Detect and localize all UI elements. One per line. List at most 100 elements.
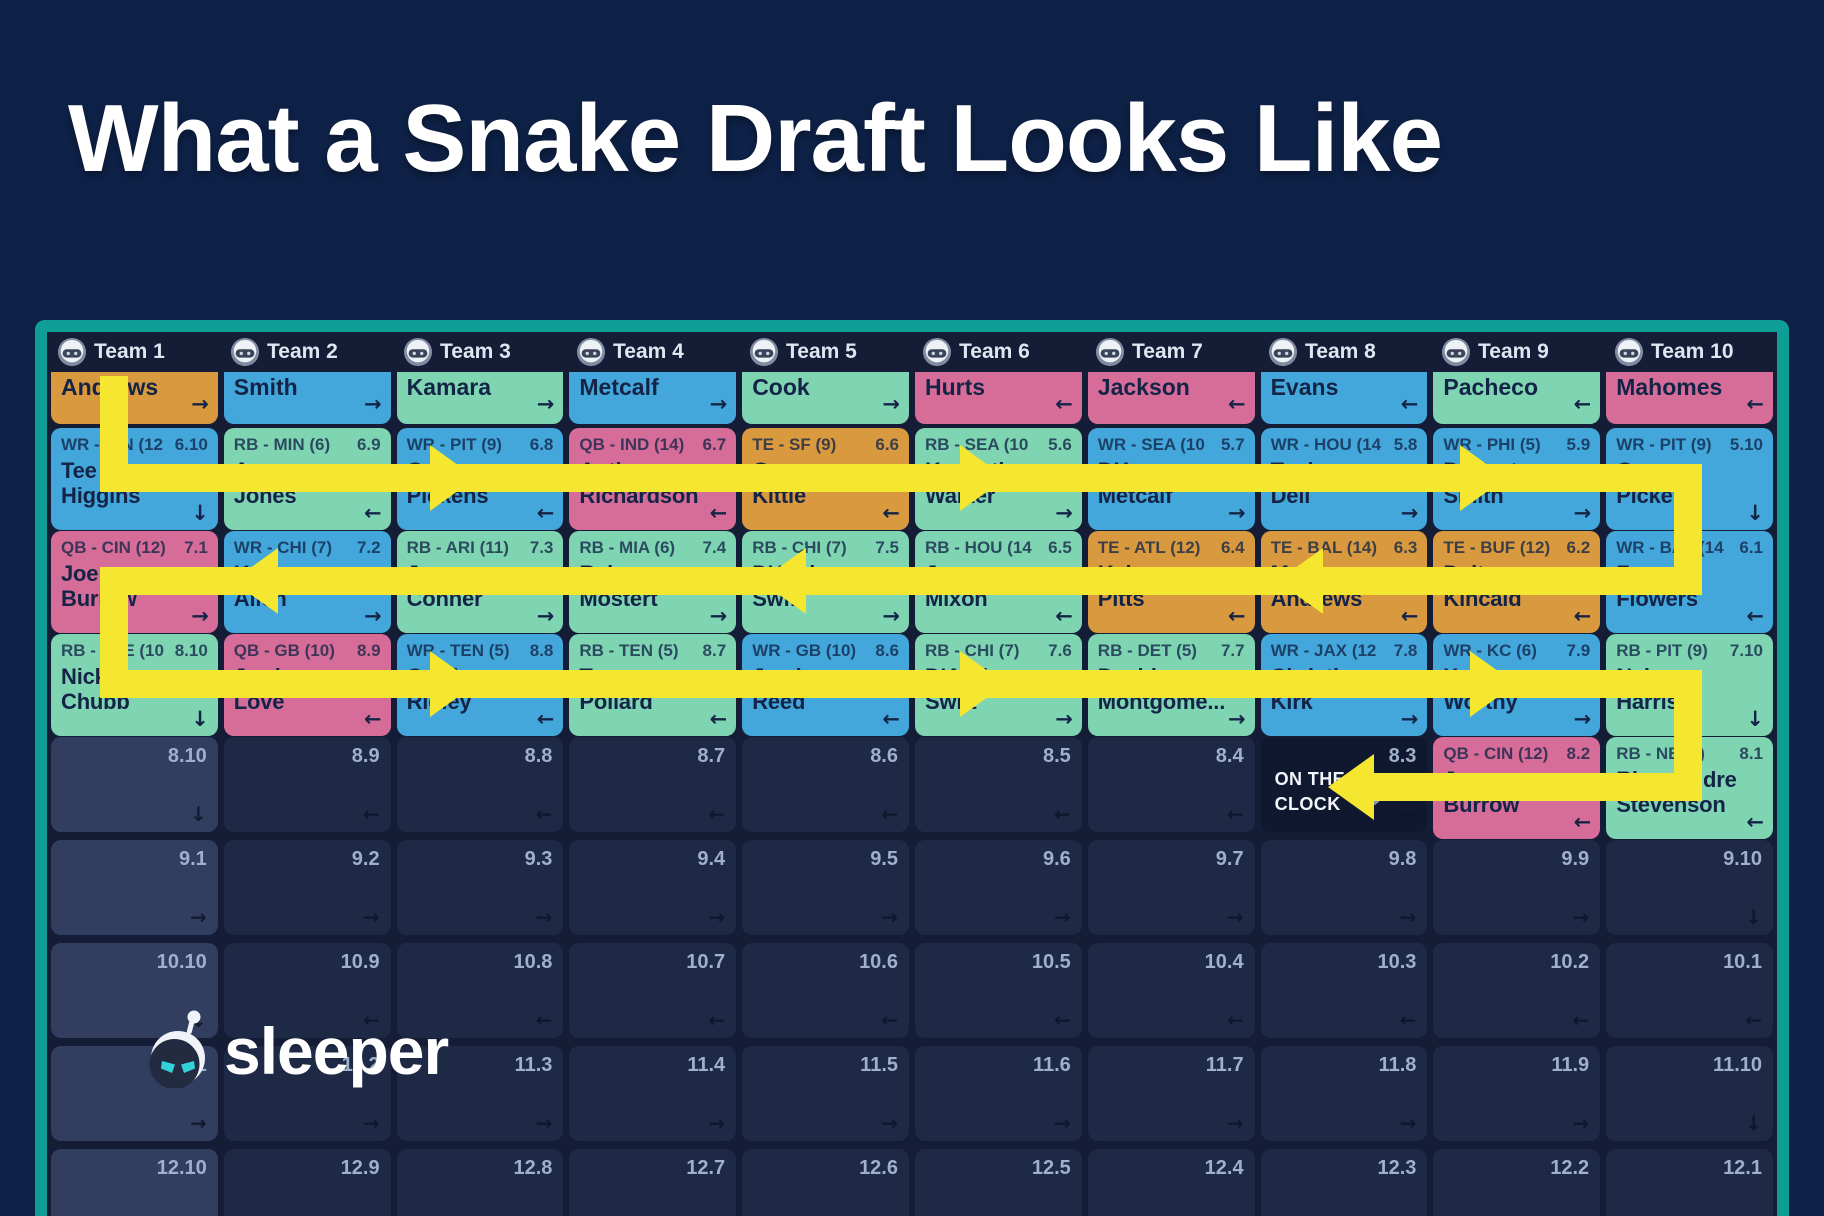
pick-direction-arrow-icon: →	[882, 392, 900, 416]
pick-number: 9.10	[1723, 848, 1762, 870]
draft-round-row: 11.1→11.2→11.3→11.4→11.5→11.6→11.7→11.8→…	[47, 1042, 1777, 1145]
pick-direction-arrow-icon: →	[1572, 905, 1590, 929]
team-avatar-icon	[1095, 337, 1125, 367]
player-position-team: RB - PIT (9)	[1616, 641, 1708, 660]
player-card-partial[interactable]: Metcalf →	[569, 372, 737, 424]
pick-number: 7.1	[184, 538, 208, 557]
player-card-partial[interactable]: Evans ←	[1260, 372, 1428, 424]
player-card-partial[interactable]: Smith →	[223, 372, 391, 424]
pick-number: 6.8	[529, 435, 554, 454]
empty-pick-cell: 12.9	[223, 1149, 391, 1216]
player-card-partial[interactable]: Hurts ←	[915, 372, 1082, 424]
player-position-team: RB - MIN (6)	[233, 435, 331, 454]
player-card-partial[interactable]: Kamara →	[396, 372, 564, 424]
pick-number: 12.5	[1031, 1157, 1071, 1179]
pick-direction-arrow-icon: →	[1400, 501, 1419, 525]
pick-direction-arrow-icon: →	[535, 1111, 553, 1135]
empty-pick-cell: 12.8	[396, 1149, 564, 1216]
team-header[interactable]: Team 10	[1604, 332, 1777, 372]
pick-number: 6.3	[1393, 538, 1418, 557]
team-header[interactable]: Team 7	[1085, 332, 1258, 372]
team-header[interactable]: Team 6	[912, 332, 1085, 372]
player-last-name: Smith	[233, 374, 298, 400]
player-position-team: WR - BAL (14	[1616, 538, 1724, 557]
team-header[interactable]: Team 3	[393, 332, 566, 372]
pick-number: 7.7	[1220, 641, 1245, 660]
pick-number: 9.1	[178, 848, 207, 870]
player-card-partial[interactable]: Jackson ←	[1087, 372, 1255, 424]
pick-number: 9.6	[1042, 848, 1071, 870]
pick-number: 12.7	[686, 1157, 726, 1179]
player-last-name: Mahomes	[1616, 374, 1723, 400]
pick-direction-arrow-icon: →	[536, 604, 555, 628]
player-last-name: Pacheco	[1443, 374, 1538, 400]
team-header[interactable]: Team 9	[1431, 332, 1604, 372]
empty-pick-cell: 12.2	[1433, 1149, 1601, 1216]
pick-number: 10.9	[340, 951, 380, 973]
empty-pick-cell: 10.4 ←	[1087, 943, 1255, 1038]
team-header[interactable]: Team 5	[739, 332, 912, 372]
pick-direction-arrow-icon: ←	[1746, 604, 1764, 628]
pick-direction-arrow-icon: ←	[536, 501, 555, 525]
team-avatar-icon	[922, 337, 952, 367]
empty-pick-cell: 9.6 →	[915, 840, 1082, 935]
empty-pick-cell: 9.3 →	[396, 840, 564, 935]
pick-number: 10.7	[686, 951, 726, 973]
pick-number: 12.2	[1550, 1157, 1590, 1179]
pick-direction-arrow-icon: ←	[1573, 392, 1592, 416]
pick-direction-arrow-icon: ←	[535, 802, 553, 826]
empty-pick-cell: 10.2 ←	[1433, 943, 1601, 1038]
empty-pick-cell: 11.8 →	[1260, 1046, 1428, 1141]
empty-pick-cell: 9.4 →	[569, 840, 737, 935]
team-header-row: Team 1 Team 2 Team 3 Team 4 Team 5 Team 6 Team…	[47, 332, 1777, 372]
pick-number: 9.2	[351, 848, 380, 870]
pick-number: 11.4	[687, 1054, 726, 1076]
sleeper-robot-icon	[142, 1008, 214, 1093]
pick-direction-arrow-icon: →	[191, 604, 209, 628]
team-header[interactable]: Team 8	[1258, 332, 1431, 372]
pick-direction-arrow-icon: ←	[1746, 392, 1764, 416]
pick-number: 10.10	[156, 951, 207, 973]
pick-direction-arrow-icon: ←	[1054, 802, 1071, 826]
pick-direction-arrow-icon: ←	[362, 802, 380, 826]
player-last-name: Kamara	[406, 374, 491, 400]
team-header[interactable]: Team 4	[566, 332, 739, 372]
empty-pick-cell: 9.9 →	[1433, 840, 1601, 935]
team-avatar-icon	[1614, 337, 1644, 367]
team-avatar-icon	[1441, 337, 1471, 367]
player-card-partial[interactable]: Andrews→	[51, 372, 218, 424]
pick-number: 8.9	[356, 641, 381, 660]
player-card-partial[interactable]: Mahomes ←	[1606, 372, 1773, 424]
empty-pick-cell: 11.3 →	[396, 1046, 564, 1141]
pick-number: 9.3	[524, 848, 553, 870]
pick-number: 6.5	[1048, 538, 1072, 557]
pick-direction-arrow-icon: ←	[1226, 802, 1244, 826]
player-position-team: RB - DET (5)	[1097, 641, 1197, 660]
player-position-team: QB - CIN (12)	[61, 538, 166, 557]
pick-direction-arrow-icon: →	[1055, 707, 1073, 731]
pick-number: 7.8	[1393, 641, 1418, 660]
pick-direction-arrow-icon: →	[1054, 905, 1071, 929]
team-name: Team 4	[613, 340, 684, 363]
pick-number: 8.7	[702, 641, 727, 660]
pick-direction-arrow-icon: ↓	[1745, 905, 1762, 929]
pick-number: 9.5	[870, 848, 898, 870]
player-card-partial[interactable]: Pacheco ←	[1433, 372, 1601, 424]
pick-direction-arrow-icon: ←	[708, 1008, 726, 1032]
team-header[interactable]: Team 2	[220, 332, 393, 372]
draft-round-row: 10.10↓10.9←10.8←10.7←10.6←10.5←10.4←10.3…	[47, 939, 1777, 1042]
pick-direction-arrow-icon: ←	[1746, 810, 1764, 834]
player-card-partial[interactable]: Cook →	[742, 372, 909, 424]
pick-direction-arrow-icon: →	[708, 905, 726, 929]
team-header[interactable]: Team 1	[47, 332, 220, 372]
pick-number: 11.7	[1205, 1054, 1244, 1076]
pick-number: 5.9	[1566, 435, 1591, 454]
pick-number: 9.7	[1215, 848, 1244, 870]
empty-pick-cell: 8.10 ↓	[51, 737, 218, 832]
player-position-team: RB - TEN (5)	[579, 641, 679, 660]
team-name: Team 8	[1305, 340, 1376, 363]
pick-number: 7.9	[1566, 641, 1591, 660]
pick-number: 6.2	[1566, 538, 1591, 557]
pick-number: 8.10	[167, 745, 207, 767]
